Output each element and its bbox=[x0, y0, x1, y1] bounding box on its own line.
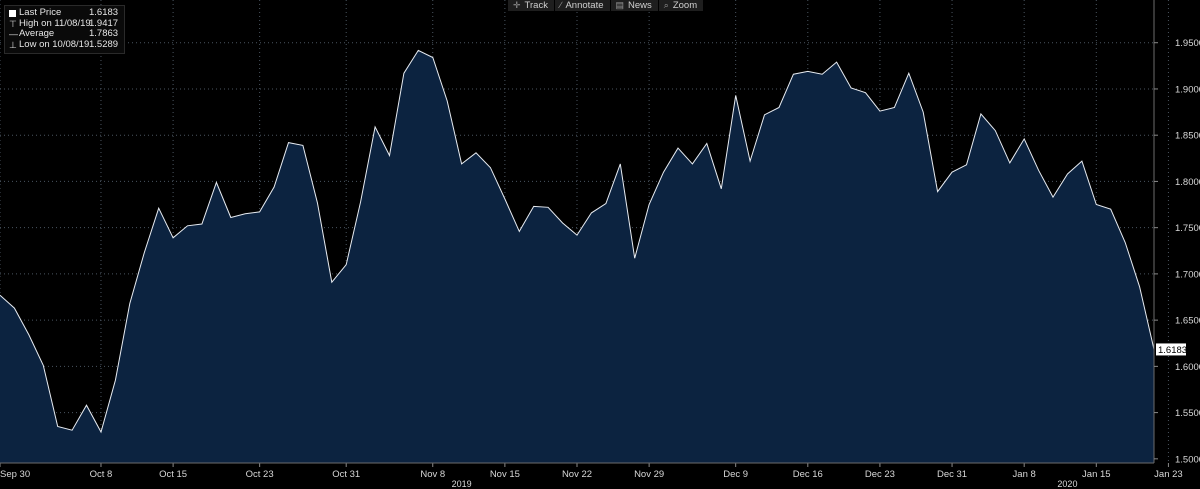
y-tick-label: 1.9000 bbox=[1175, 84, 1200, 95]
crosshair-icon: ✛ bbox=[513, 0, 521, 10]
news-button[interactable]: ▤ News bbox=[610, 0, 659, 11]
y-tick-label: 1.7000 bbox=[1175, 269, 1200, 280]
legend-low: ⊥ Low on 10/08/19 1.5289 bbox=[9, 38, 119, 51]
last-price-label: 1.6183 bbox=[1158, 345, 1187, 356]
magnifier-icon: ⌕ bbox=[663, 0, 669, 10]
y-tick-label: 1.8000 bbox=[1175, 177, 1200, 188]
x-tick-label: Oct 23 bbox=[246, 469, 274, 480]
legend-label: Low on 10/08/19 bbox=[19, 38, 90, 50]
x-year-label: 2019 bbox=[452, 479, 472, 489]
legend-label: High on 11/08/19 bbox=[19, 17, 91, 29]
square-swatch-icon bbox=[9, 9, 16, 17]
price-line bbox=[0, 49, 1155, 434]
y-tick-label: 1.5500 bbox=[1175, 408, 1200, 419]
x-tick-label: Nov 22 bbox=[562, 469, 592, 480]
x-year-label: 2020 bbox=[1057, 479, 1077, 489]
chart-toolbar: ✛ Track ∕ Annotate ▤ News ⌕ Zoom bbox=[508, 0, 705, 11]
news-icon: ▤ bbox=[615, 0, 625, 10]
track-button[interactable]: ✛ Track bbox=[508, 0, 555, 11]
y-axis: 1.9500 1.9000 1.8500 1.8000 1.7500 1.7000 1.65… bbox=[1154, 38, 1200, 465]
x-tick-label: Dec 16 bbox=[793, 469, 823, 480]
x-tick-label: Jan 23 bbox=[1154, 469, 1183, 480]
legend-value: 1.5289 bbox=[89, 38, 119, 50]
y-tick-label: 1.8500 bbox=[1175, 131, 1200, 142]
x-tick-label: Sep 30 bbox=[0, 469, 30, 480]
legend-average: — Average 1.7863 bbox=[9, 29, 118, 40]
x-axis: Sep 30 Oct 8 Oct 15 Oct 23 Oct 31 Nov 8 Nov 15… bbox=[0, 462, 1183, 489]
legend-value: 1.7863 bbox=[89, 28, 119, 40]
annotate-button[interactable]: ∕ Annotate bbox=[554, 0, 611, 11]
y-tick-label: 1.6500 bbox=[1175, 316, 1200, 327]
x-tick-label: Nov 15 bbox=[490, 469, 520, 480]
legend-value: 1.6183 bbox=[89, 7, 119, 18]
news-label: News bbox=[628, 0, 652, 11]
legend-high: ⊤ High on 11/08/19 1.9417 bbox=[9, 17, 119, 30]
high-marker-icon: ⊤ bbox=[9, 18, 17, 29]
x-tick-label: Dec 31 bbox=[937, 469, 967, 480]
track-label: Track bbox=[524, 0, 548, 11]
zoom-label: Zoom bbox=[672, 0, 698, 11]
zoom-button[interactable]: ⌕ Zoom bbox=[658, 0, 705, 11]
x-tick-label: Dec 9 bbox=[723, 469, 748, 480]
x-tick-label: Oct 31 bbox=[332, 469, 360, 480]
legend-label: Last Price bbox=[19, 7, 62, 18]
price-area bbox=[0, 50, 1154, 464]
x-tick-label: Nov 8 bbox=[420, 469, 445, 480]
pencil-icon: ∕ bbox=[559, 0, 562, 10]
legend-last-price: Last Price 1.6183 bbox=[9, 7, 119, 19]
y-tick-label: 1.9500 bbox=[1175, 38, 1200, 49]
y-tick-label: 1.6000 bbox=[1175, 362, 1200, 373]
x-tick-label: Oct 8 bbox=[90, 469, 113, 480]
x-tick-label: Nov 29 bbox=[634, 469, 664, 480]
last-price-tag: 1.6183 bbox=[1156, 343, 1187, 356]
y-tick-label: 1.7500 bbox=[1175, 223, 1200, 234]
annotate-label: Annotate bbox=[565, 0, 604, 11]
average-marker-icon: — bbox=[9, 29, 18, 40]
legend-value: 1.9417 bbox=[89, 17, 119, 29]
x-tick-label: Oct 15 bbox=[159, 469, 187, 480]
x-tick-label: Jan 8 bbox=[1013, 469, 1036, 480]
x-tick-label: Jan 15 bbox=[1082, 469, 1111, 480]
low-marker-icon: ⊥ bbox=[9, 39, 17, 50]
y-tick-label: 1.5000 bbox=[1175, 454, 1200, 465]
legend-label: Average bbox=[19, 28, 55, 40]
x-tick-label: Dec 23 bbox=[865, 469, 895, 480]
chart-legend: Last Price 1.6183 ⊤ High on 11/08/19 1.9… bbox=[4, 5, 126, 55]
